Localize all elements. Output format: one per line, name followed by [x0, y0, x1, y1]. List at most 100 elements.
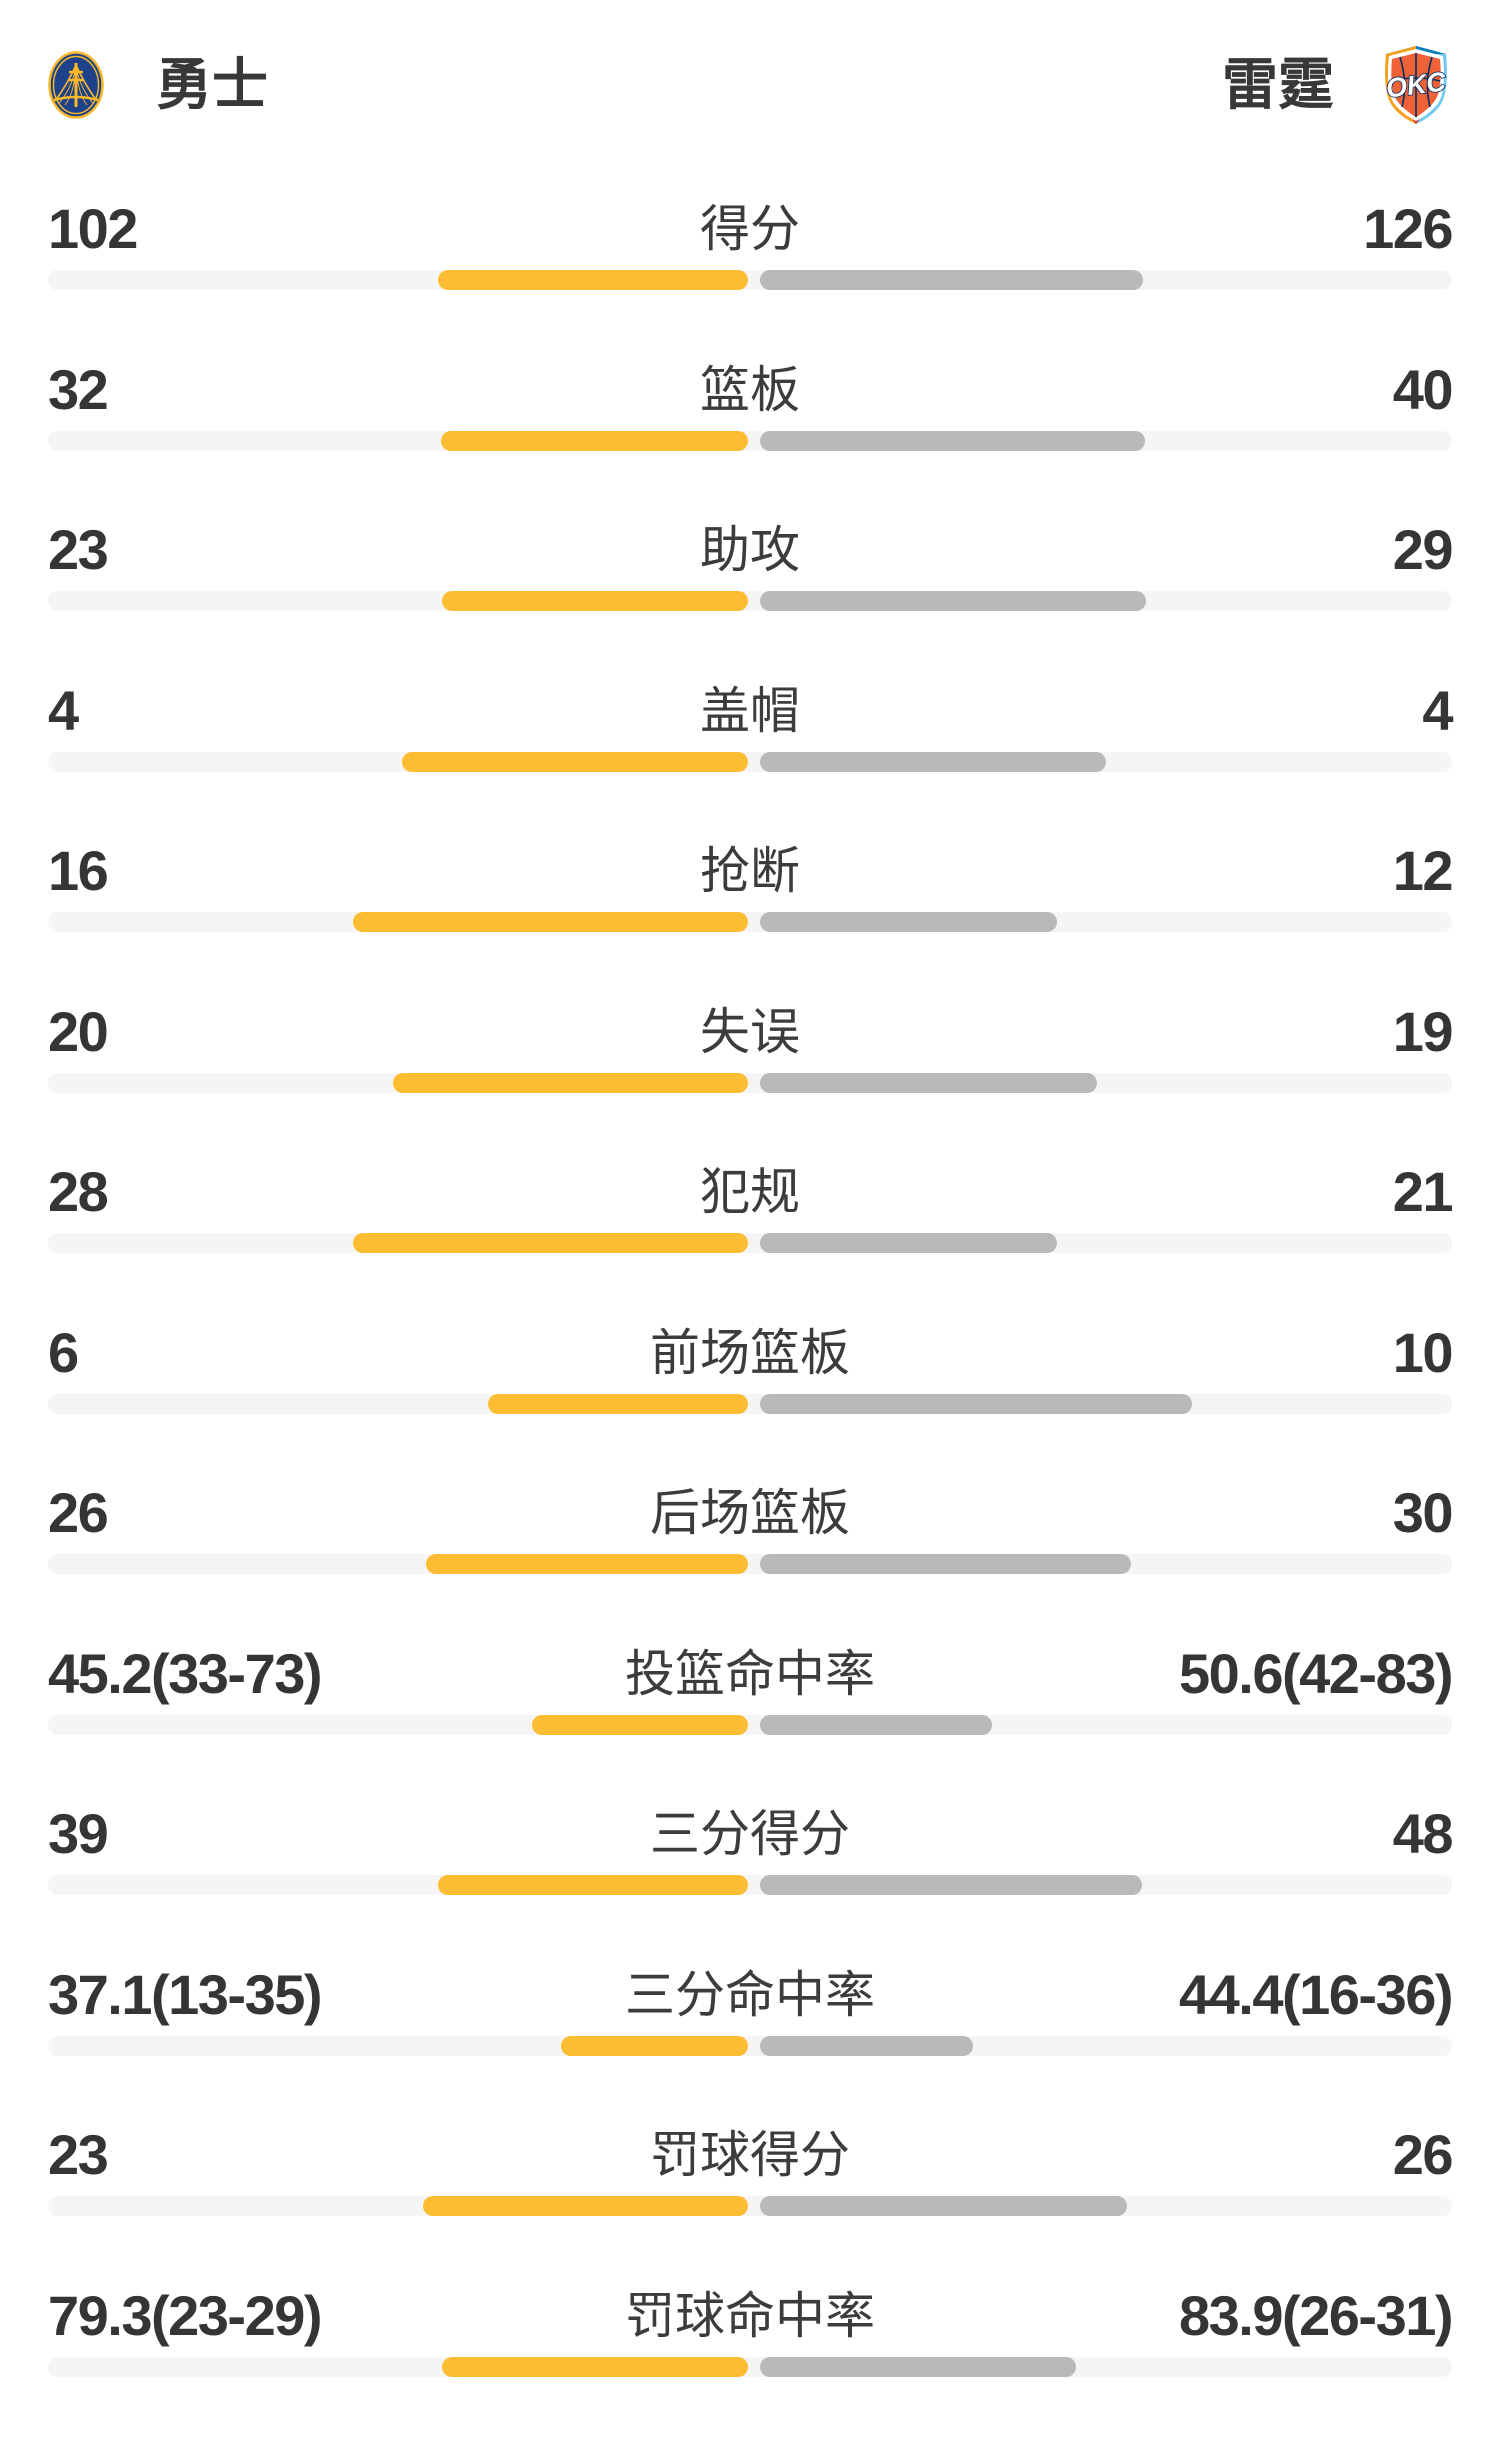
stat-bar-track [48, 431, 1452, 451]
stat-values-line: 79.3(23-29) 罚球命中率 83.9(26-31) [48, 2281, 1452, 2351]
stat-value-away: 50.6(42-83) [1179, 1646, 1452, 1702]
stat-bar-track [48, 1073, 1452, 1093]
stat-label: 投篮命中率 [625, 1649, 875, 1699]
stat-bar-track [48, 1875, 1452, 1895]
stat-label: 三分命中率 [625, 1970, 875, 2020]
stat-bar-track [48, 1715, 1452, 1735]
stat-bar-away [760, 752, 1106, 772]
stat-bar-away [760, 270, 1143, 290]
stat-value-home: 37.1(13-35) [48, 1967, 321, 2023]
stat-row: 39 三分得分 48 [48, 1799, 1452, 1960]
stat-bar-away [760, 912, 1057, 932]
stat-bar-track [48, 1554, 1452, 1574]
stat-values-line: 6 前场篮板 10 [48, 1318, 1452, 1388]
stat-values-line: 39 三分得分 48 [48, 1799, 1452, 1869]
stat-value-home: 102 [48, 201, 137, 257]
stat-values-line: 20 失误 19 [48, 997, 1452, 1067]
warriors-logo-icon [48, 51, 104, 119]
stat-value-home: 32 [48, 362, 107, 418]
stat-value-away: 19 [1393, 1004, 1452, 1060]
stat-bar-home [353, 912, 748, 932]
stat-value-home: 4 [48, 683, 78, 739]
stat-value-away: 4 [1422, 683, 1452, 739]
stat-bar-away [760, 431, 1145, 451]
stat-bar-home [438, 270, 748, 290]
stat-bar-home [441, 431, 748, 451]
stat-value-home: 79.3(23-29) [48, 2288, 321, 2344]
stat-bar-track [48, 912, 1452, 932]
stat-value-away: 21 [1393, 1164, 1452, 1220]
stat-values-line: 4 盖帽 4 [48, 676, 1452, 746]
stat-label: 助攻 [700, 525, 800, 575]
stat-value-home: 6 [48, 1325, 78, 1381]
stat-label: 前场篮板 [650, 1328, 850, 1378]
stat-label: 罚球得分 [650, 2130, 850, 2180]
stat-bar-track [48, 2357, 1452, 2377]
stat-value-home: 39 [48, 1806, 107, 1862]
stat-bar-track [48, 270, 1452, 290]
stat-bar-away [760, 2036, 973, 2056]
stat-bar-home [393, 1073, 748, 1093]
stat-value-home: 45.2(33-73) [48, 1646, 321, 1702]
thunder-logo-icon: OKC [1380, 45, 1452, 125]
stat-bar-away [760, 2196, 1127, 2216]
stat-label: 得分 [700, 204, 800, 254]
stat-value-home: 28 [48, 1164, 107, 1220]
stat-row: 4 盖帽 4 [48, 676, 1452, 837]
stat-bar-track [48, 2196, 1452, 2216]
match-header: 勇士 雷霆 OKC [48, 0, 1452, 126]
stat-bar-away [760, 591, 1146, 611]
stat-values-line: 26 后场篮板 30 [48, 1478, 1452, 1548]
stat-bar-home [438, 1875, 748, 1895]
stat-bar-track [48, 2036, 1452, 2056]
team-home-name: 勇士 [156, 57, 268, 113]
stat-bar-away [760, 1554, 1131, 1574]
stat-label: 后场篮板 [650, 1488, 850, 1538]
stat-bar-away [760, 1073, 1097, 1093]
team-home[interactable]: 勇士 [48, 51, 268, 119]
stat-value-home: 20 [48, 1004, 107, 1060]
stat-label: 罚球命中率 [625, 2291, 875, 2341]
stat-value-home: 16 [48, 843, 107, 899]
stat-bar-home [561, 2036, 748, 2056]
stat-row: 37.1(13-35) 三分命中率 44.4(16-36) [48, 1960, 1452, 2121]
stat-value-away: 44.4(16-36) [1179, 1967, 1452, 2023]
stat-label: 犯规 [700, 1167, 800, 1217]
stat-values-line: 37.1(13-35) 三分命中率 44.4(16-36) [48, 1960, 1452, 2030]
stat-value-away: 10 [1393, 1325, 1452, 1381]
team-away[interactable]: 雷霆 OKC [1222, 45, 1452, 125]
stat-bar-home [426, 1554, 748, 1574]
stat-values-line: 102 得分 126 [48, 194, 1452, 264]
stat-label: 三分得分 [650, 1809, 850, 1859]
stat-row: 79.3(23-29) 罚球命中率 83.9(26-31) [48, 2281, 1452, 2441]
team-away-name: 雷霆 [1222, 57, 1334, 113]
stat-label: 失误 [700, 1007, 800, 1057]
stat-row: 6 前场篮板 10 [48, 1318, 1452, 1479]
stat-value-home: 26 [48, 1485, 107, 1541]
stat-value-home: 23 [48, 2127, 107, 2183]
stat-bar-track [48, 1394, 1452, 1414]
stat-bar-home [402, 752, 748, 772]
stat-values-line: 28 犯规 21 [48, 1157, 1452, 1227]
stat-bar-track [48, 752, 1452, 772]
stat-value-away: 83.9(26-31) [1179, 2288, 1452, 2344]
stat-bar-home [423, 2196, 748, 2216]
stat-value-away: 48 [1393, 1806, 1452, 1862]
stat-value-away: 40 [1393, 362, 1452, 418]
stat-label: 盖帽 [700, 686, 800, 736]
stat-row: 20 失误 19 [48, 997, 1452, 1158]
stat-value-away: 126 [1363, 201, 1452, 257]
stat-row: 26 后场篮板 30 [48, 1478, 1452, 1639]
stat-label: 抢断 [700, 846, 800, 896]
stat-value-away: 30 [1393, 1485, 1452, 1541]
stat-bar-home [442, 591, 748, 611]
